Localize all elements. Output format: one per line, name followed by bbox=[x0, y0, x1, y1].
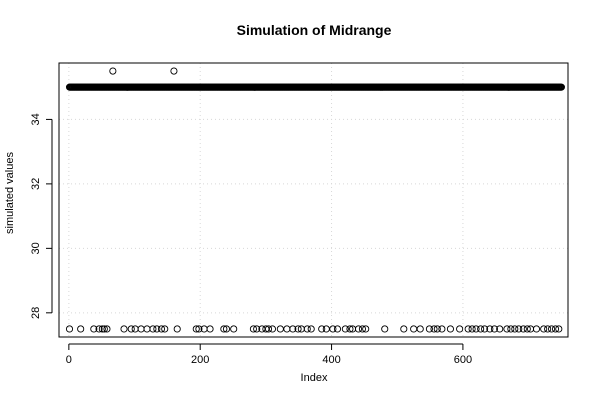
data-point bbox=[127, 325, 135, 333]
data-point bbox=[548, 325, 556, 333]
data-point bbox=[333, 325, 342, 333]
data-point bbox=[438, 325, 446, 333]
data-point bbox=[507, 325, 515, 333]
x-tick-label: 200 bbox=[191, 354, 209, 366]
data-point bbox=[220, 325, 228, 333]
data-point bbox=[294, 325, 302, 333]
data-point bbox=[503, 325, 511, 333]
data-point bbox=[192, 325, 200, 333]
data-point bbox=[206, 325, 214, 333]
data-point bbox=[544, 325, 552, 333]
data-point bbox=[264, 325, 273, 333]
data-point bbox=[230, 325, 238, 333]
y-tick-label: 34 bbox=[30, 113, 42, 125]
data-point bbox=[555, 325, 563, 333]
data-point bbox=[446, 325, 454, 333]
x-tick-label: 0 bbox=[66, 354, 72, 366]
data-point bbox=[318, 325, 326, 333]
data-point bbox=[161, 325, 169, 333]
plot-frame bbox=[58, 62, 569, 338]
data-point bbox=[329, 325, 337, 333]
data-point bbox=[551, 325, 560, 333]
x-tick-label: 400 bbox=[322, 354, 340, 366]
data-points bbox=[65, 67, 565, 333]
data-point bbox=[540, 325, 548, 333]
data-point bbox=[496, 325, 504, 333]
data-point bbox=[519, 325, 527, 333]
data-point bbox=[433, 325, 441, 333]
data-point bbox=[430, 325, 438, 333]
data-point bbox=[98, 325, 106, 333]
data-point bbox=[381, 325, 389, 333]
data-point bbox=[249, 325, 257, 333]
data-point bbox=[490, 325, 498, 333]
data-point bbox=[157, 325, 166, 333]
data-point bbox=[464, 325, 472, 333]
y-tick-label: 32 bbox=[30, 178, 42, 190]
data-point bbox=[195, 325, 203, 333]
data-point bbox=[303, 325, 311, 333]
data-point bbox=[515, 325, 523, 333]
data-point bbox=[362, 325, 370, 333]
data-point bbox=[557, 83, 565, 91]
y-tick-label: 30 bbox=[30, 242, 42, 254]
data-point bbox=[170, 67, 178, 75]
data-point bbox=[477, 325, 485, 333]
data-point bbox=[268, 325, 277, 333]
data-point bbox=[456, 325, 464, 333]
data-point bbox=[472, 325, 480, 333]
data-point bbox=[358, 325, 366, 333]
data-point bbox=[511, 325, 519, 333]
data-point bbox=[65, 325, 74, 333]
data-point bbox=[346, 325, 354, 333]
data-point bbox=[468, 325, 476, 333]
data-point bbox=[307, 325, 315, 333]
data-point bbox=[523, 325, 531, 333]
y-axis-label: simulated values bbox=[4, 152, 16, 234]
data-point bbox=[103, 325, 111, 333]
data-point bbox=[222, 325, 231, 333]
data-point bbox=[77, 325, 85, 333]
data-point bbox=[532, 325, 541, 333]
data-point bbox=[95, 325, 103, 333]
data-point bbox=[481, 325, 489, 333]
data-point bbox=[425, 325, 433, 333]
data-point bbox=[486, 325, 494, 333]
data-point bbox=[153, 325, 161, 333]
data-point bbox=[354, 325, 363, 333]
chart-title: Simulation of Midrange bbox=[237, 22, 392, 38]
data-point bbox=[120, 325, 128, 333]
data-point bbox=[253, 325, 261, 333]
data-point bbox=[100, 325, 108, 333]
data-point bbox=[341, 325, 349, 333]
data-point bbox=[149, 325, 157, 333]
x-axis-label: Index bbox=[301, 372, 328, 384]
x-tick-label: 600 bbox=[454, 354, 472, 366]
data-point bbox=[289, 325, 297, 333]
y-tick-label: 28 bbox=[30, 307, 42, 319]
axes: 0 200 400 600 28 30 32 34 bbox=[30, 62, 569, 366]
data-point bbox=[173, 325, 181, 333]
grid bbox=[59, 63, 568, 337]
data-point bbox=[109, 67, 117, 75]
data-point bbox=[400, 325, 408, 333]
data-point bbox=[416, 325, 424, 333]
data-point bbox=[90, 325, 98, 333]
